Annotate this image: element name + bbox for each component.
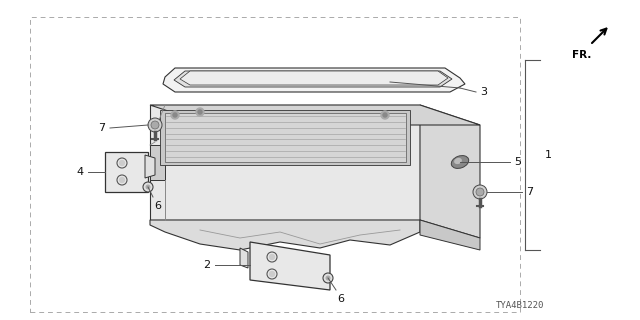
Polygon shape [160,110,410,165]
Circle shape [381,111,389,119]
Circle shape [117,175,127,185]
Ellipse shape [451,156,468,168]
Circle shape [120,161,125,165]
Polygon shape [420,105,480,238]
Circle shape [198,110,202,114]
Circle shape [196,108,204,116]
Text: 6: 6 [337,294,344,304]
Circle shape [171,111,179,119]
Text: FR.: FR. [572,50,592,60]
Circle shape [476,188,484,196]
Circle shape [473,185,487,199]
Text: 1: 1 [545,150,552,160]
Bar [30,17,520,312]
Ellipse shape [454,158,462,164]
Circle shape [143,182,153,192]
Text: 7: 7 [526,187,533,197]
Polygon shape [145,155,155,178]
Polygon shape [150,220,420,250]
Text: 3: 3 [480,87,487,97]
Circle shape [148,118,162,132]
Circle shape [120,178,125,182]
Text: 4: 4 [77,167,84,177]
Polygon shape [174,71,452,87]
Circle shape [151,121,159,129]
Circle shape [326,276,330,281]
Circle shape [269,254,275,260]
Polygon shape [250,242,330,290]
Polygon shape [180,71,448,85]
Text: TYA4B1220: TYA4B1220 [496,301,544,310]
Text: 7: 7 [98,123,105,133]
Circle shape [267,269,277,279]
Text: 5: 5 [514,157,521,167]
Polygon shape [150,145,165,180]
Polygon shape [420,220,480,250]
Polygon shape [163,68,465,92]
Polygon shape [150,105,420,220]
Circle shape [173,113,177,117]
Circle shape [267,252,277,262]
Text: 2: 2 [203,260,210,270]
Circle shape [269,271,275,276]
Circle shape [145,185,150,189]
Polygon shape [105,152,148,192]
Polygon shape [240,248,248,268]
Circle shape [117,158,127,168]
Polygon shape [150,105,480,125]
Circle shape [323,273,333,283]
Text: 6: 6 [154,201,161,211]
Polygon shape [165,113,406,162]
Circle shape [383,113,387,117]
